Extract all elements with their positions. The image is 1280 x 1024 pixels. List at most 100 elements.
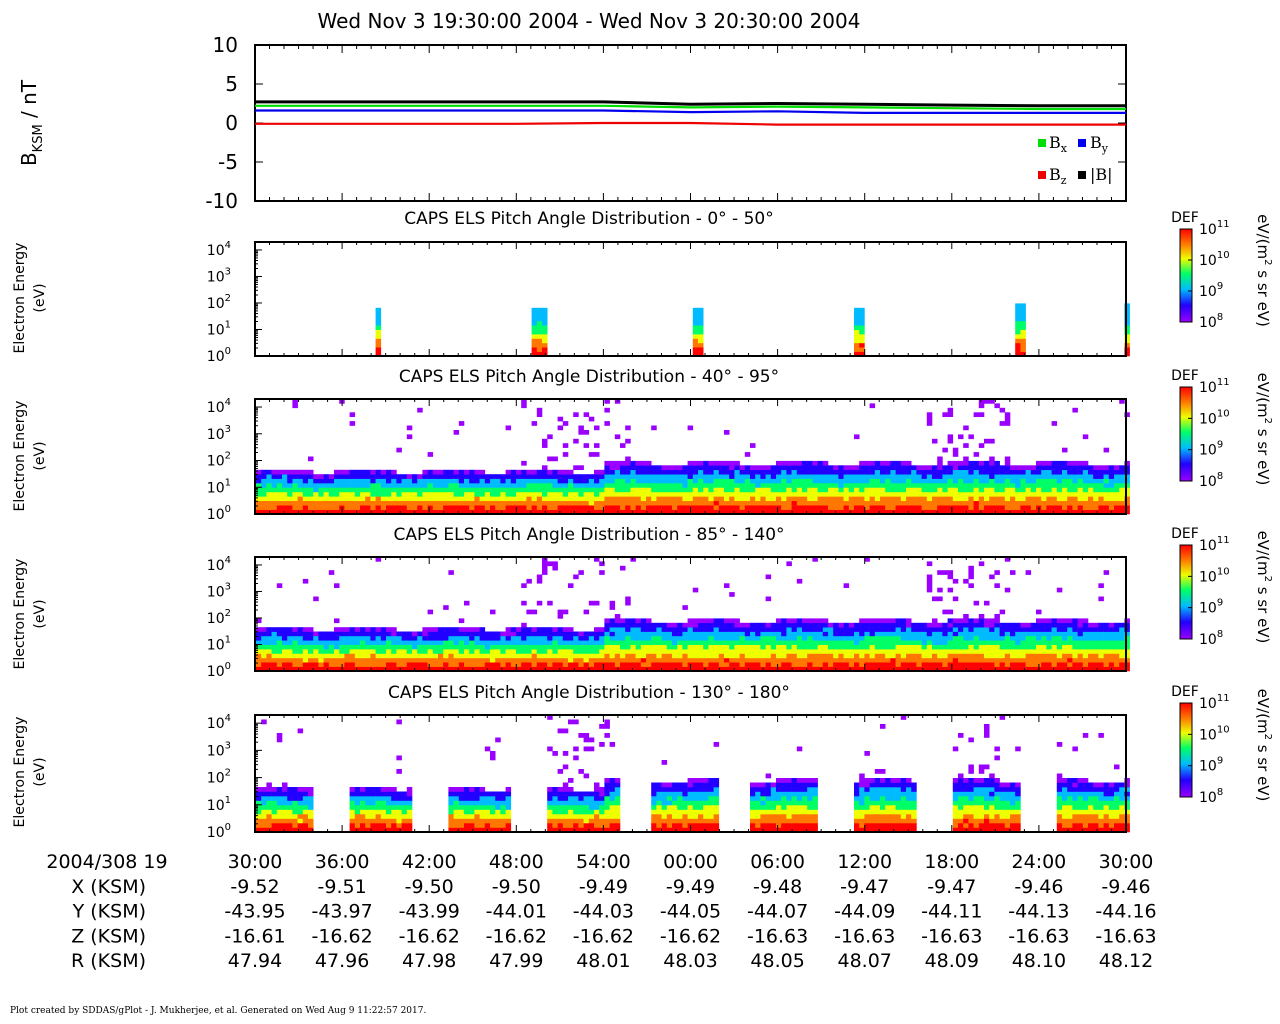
spectrogram-cell	[292, 627, 298, 632]
spectrogram-cell	[848, 483, 855, 488]
spectrogram-cell	[334, 631, 340, 637]
spectrogram-cell	[838, 505, 844, 510]
spectrogram-cell	[989, 653, 995, 659]
spectrogram-cell	[458, 469, 465, 475]
spectrogram-cell	[989, 483, 995, 488]
spectrogram-cell	[656, 491, 662, 497]
spectrogram-cell	[510, 491, 517, 497]
spectrogram-cell	[266, 496, 272, 502]
spectrogram-cell	[713, 505, 720, 510]
spectrogram-cell	[750, 662, 756, 667]
spectrogram-cell	[973, 644, 980, 650]
spectrogram-cell	[276, 733, 283, 738]
spectrogram-cell	[1098, 627, 1104, 632]
spectrogram-cell	[890, 627, 896, 632]
spectrogram-cell	[672, 509, 678, 515]
spectrogram-cell	[781, 474, 787, 479]
spectrogram-cell	[999, 509, 1006, 515]
spectrogram-cell	[505, 657, 512, 663]
spectrogram-cell	[890, 496, 896, 502]
spectrogram-cell	[287, 818, 293, 824]
spectrogram-cell	[796, 649, 803, 654]
spectrogram-cell	[744, 452, 751, 457]
spectrogram-cell	[672, 500, 678, 506]
spectrogram-cell	[895, 500, 902, 506]
spectrogram-cell	[1015, 334, 1021, 339]
spectrogram-cell	[1088, 653, 1094, 659]
spectrogram-cell	[1114, 662, 1120, 667]
spectrogram-cell	[625, 491, 631, 497]
spectrogram-cell	[687, 627, 694, 632]
spectrogram-cell	[724, 653, 730, 659]
spectrogram-cell	[724, 666, 730, 672]
spectrogram-cell	[1072, 653, 1078, 659]
spectrogram-cell	[750, 496, 756, 502]
spectrogram-cell	[1036, 469, 1042, 475]
spectrogram-cell	[968, 509, 974, 515]
spectrogram-cell	[734, 649, 740, 654]
spectrogram-cell	[838, 483, 844, 488]
spectrogram-cell	[386, 818, 392, 824]
spectrogram-cell	[505, 500, 512, 506]
spectrogram-cell	[464, 478, 470, 484]
spectrogram-cell	[594, 557, 600, 562]
spectrogram-cell	[1114, 640, 1120, 645]
spectrogram-cell	[750, 465, 756, 471]
spectrogram-cell	[1077, 649, 1084, 654]
spectrogram-cell	[682, 500, 688, 506]
spectrogram-cell	[370, 483, 376, 488]
spectrogram-cell	[698, 478, 704, 484]
spectrogram-cell	[854, 312, 860, 317]
spectrogram-cell	[687, 635, 694, 641]
spectrogram-cell	[859, 465, 865, 471]
spectrogram-cell	[401, 809, 408, 815]
spectrogram-cell	[698, 338, 704, 344]
spectrogram-cell	[802, 487, 808, 493]
spectrogram-cell	[781, 483, 787, 488]
spectrogram-cell	[958, 662, 964, 667]
spectrogram-cell	[651, 644, 657, 650]
spectrogram-cell	[453, 805, 460, 810]
spectrogram-cell	[828, 640, 834, 645]
spectrogram-cell	[890, 465, 896, 471]
spectrogram-cell	[438, 474, 444, 479]
spectrogram-cell	[708, 618, 714, 624]
spectrogram-cell	[729, 487, 735, 493]
spectrogram-cell	[334, 662, 340, 667]
spectrogram-cell	[947, 653, 954, 659]
spectrogram-cell	[900, 465, 907, 471]
spectrogram-cell	[261, 644, 267, 650]
spectrogram-cell	[313, 640, 319, 645]
spectrogram-cell	[796, 491, 803, 497]
spectrogram-cell	[360, 474, 366, 479]
spectrogram-cell	[287, 487, 293, 493]
spectrogram-cell	[614, 657, 621, 663]
spectrogram-cell	[308, 787, 314, 792]
spectrogram-cell	[848, 500, 855, 506]
spectrogram-cell	[1025, 570, 1032, 575]
spectrogram-cell	[677, 505, 683, 510]
spectrogram-cell	[630, 640, 636, 645]
spectrogram-cell	[687, 478, 694, 484]
spectrogram-title: CAPS ELS Pitch Angle Distribution - 130°…	[388, 683, 790, 703]
spectrogram-cell	[495, 662, 501, 667]
spectrogram-cell	[755, 622, 761, 628]
spectrogram-cell	[588, 478, 595, 484]
spectrogram-cell	[276, 644, 283, 650]
spectrogram-cell	[854, 496, 860, 502]
spectrogram-cell	[713, 631, 720, 637]
spectrogram-cell	[1041, 644, 1047, 650]
spectrogram-cell	[692, 483, 699, 488]
spectrogram-cell	[947, 478, 954, 484]
spectrogram-cell	[562, 644, 569, 650]
spectrogram-cell	[656, 644, 662, 650]
spectrogram-cell	[344, 635, 350, 641]
spectrogram-cell	[958, 491, 964, 497]
spectrogram-cell	[859, 351, 865, 357]
spectrogram-cell	[646, 491, 652, 497]
spectrogram-cell	[661, 469, 668, 475]
spectrogram-cell	[937, 649, 943, 654]
spectrogram-cell	[926, 622, 933, 628]
spectrogram-cell	[968, 640, 974, 645]
spectrogram-cell	[848, 666, 855, 672]
